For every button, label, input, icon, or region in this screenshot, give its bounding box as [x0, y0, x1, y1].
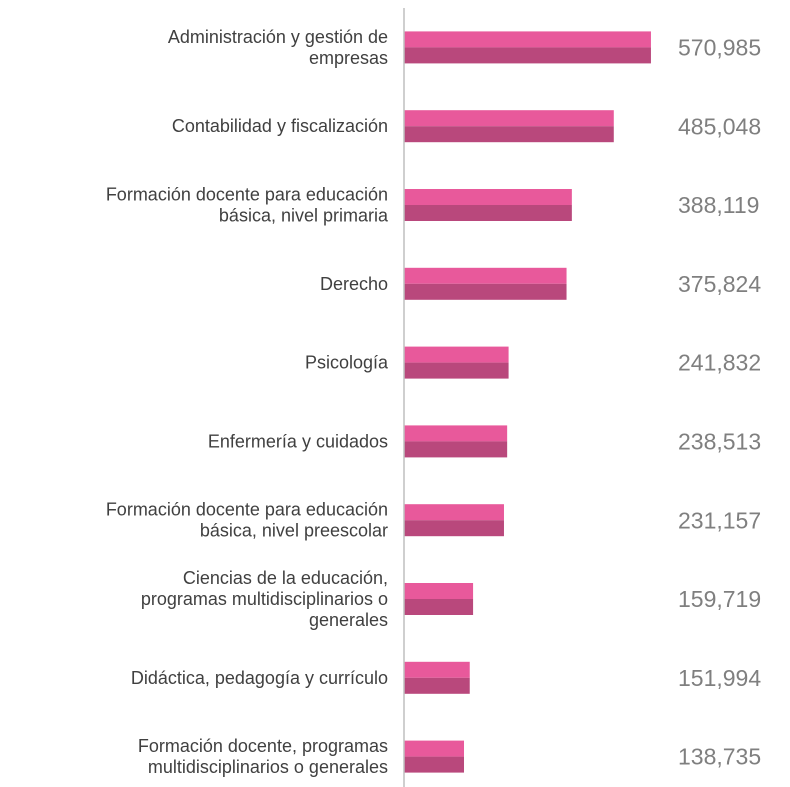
bar-top: [404, 31, 651, 48]
value-label: 241,832: [678, 350, 761, 376]
category-label: Psicología: [305, 353, 389, 373]
category-label-line: Administración y gestión de: [168, 27, 388, 47]
category-label-line: generales: [309, 610, 388, 630]
value-label: 231,157: [678, 507, 761, 533]
value-label: 238,513: [678, 428, 761, 454]
category-label: Ciencias de la educación, programas multi…: [141, 568, 388, 630]
category-label: Formación docente para educación básica, …: [106, 500, 388, 541]
category-label: Formación docente para educación básica, …: [106, 185, 389, 226]
bar: [404, 31, 651, 64]
category-label: Administración y gestión de empresas: [168, 27, 388, 68]
category-label-line: Psicología: [305, 353, 389, 373]
bar-bottom: [404, 283, 567, 300]
value-label: 151,994: [678, 665, 761, 691]
bar-top: [404, 425, 508, 442]
category-label-line: multidisciplinarios o generales: [148, 757, 388, 777]
bar-bottom: [404, 756, 465, 773]
bar-top: [404, 267, 567, 284]
category-label-line: empresas: [309, 48, 388, 68]
bar-bottom: [404, 362, 509, 379]
category-label-line: programas multidisciplinarios o: [141, 589, 388, 609]
category-label: Enfermería y cuidados: [208, 431, 388, 451]
category-label-line: básica, nivel preescolar: [200, 521, 388, 541]
value-label: 388,119: [678, 192, 759, 218]
category-label-line: Enfermería y cuidados: [208, 431, 388, 451]
bar-top: [404, 583, 474, 599]
category-label: Derecho: [320, 274, 388, 294]
bar: [404, 425, 508, 458]
bar-top: [404, 740, 465, 757]
bar: [404, 189, 572, 221]
bar-bottom: [404, 441, 508, 458]
bar: [404, 346, 509, 379]
bar: [404, 740, 465, 773]
value-label: 485,048: [678, 113, 761, 139]
category-label-line: Didáctica, pedagogía y currículo: [131, 668, 388, 688]
category-label-line: básica, nivel primaria: [219, 206, 389, 226]
bar-bottom: [404, 599, 474, 615]
bar: [404, 110, 614, 143]
value-label: 570,985: [678, 34, 761, 60]
category-label: Didáctica, pedagogía y currículo: [131, 668, 388, 688]
category-label-line: Derecho: [320, 274, 388, 294]
category-label-line: Formación docente para educación: [106, 500, 388, 520]
bar: [404, 661, 470, 694]
category-label: Contabilidad y fiscalización: [172, 116, 388, 136]
bar: [404, 504, 504, 537]
bar: [404, 583, 474, 615]
bar-top: [404, 110, 614, 127]
value-label: 375,824: [678, 271, 761, 297]
bar-top: [404, 661, 470, 678]
bar-bottom: [404, 47, 651, 64]
bar-top: [404, 189, 572, 205]
bar-bottom: [404, 205, 572, 221]
bar-bottom: [404, 677, 470, 694]
value-label: 159,719: [678, 586, 761, 612]
value-label: 138,735: [678, 744, 761, 770]
bar-bottom: [404, 126, 614, 143]
category-label-line: Contabilidad y fiscalización: [172, 116, 388, 136]
category-label: Formación docente, programas multidiscipl…: [138, 736, 388, 777]
bar: [404, 267, 567, 300]
category-label-line: Formación docente, programas: [138, 736, 388, 756]
bar-top: [404, 346, 509, 363]
category-label-line: Ciencias de la educación,: [183, 568, 388, 588]
bar-bottom: [404, 520, 504, 537]
bar-top: [404, 504, 504, 521]
category-label-line: Formación docente para educación: [106, 185, 388, 205]
